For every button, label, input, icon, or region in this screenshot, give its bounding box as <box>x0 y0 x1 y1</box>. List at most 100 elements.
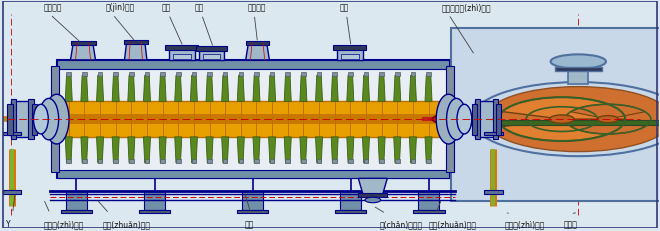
Bar <box>98 159 102 163</box>
Bar <box>145 73 149 77</box>
Polygon shape <box>284 137 291 163</box>
Ellipse shape <box>34 105 48 134</box>
Bar <box>71 41 96 46</box>
Bar <box>51 67 59 173</box>
Text: 熱介質(zhì)出口: 熱介質(zhì)出口 <box>504 219 545 228</box>
Polygon shape <box>222 76 229 102</box>
Bar <box>364 159 368 163</box>
Bar <box>317 73 321 77</box>
Bar <box>166 46 198 50</box>
Polygon shape <box>315 76 323 102</box>
Text: Y: Y <box>6 219 11 228</box>
Bar <box>426 73 431 77</box>
Bar <box>114 159 118 163</box>
Polygon shape <box>143 137 150 163</box>
Bar <box>144 191 165 210</box>
Bar <box>411 73 415 77</box>
Polygon shape <box>238 76 244 102</box>
Bar <box>114 73 118 77</box>
Polygon shape <box>65 76 73 102</box>
Bar <box>317 159 321 163</box>
Bar <box>145 159 149 163</box>
Polygon shape <box>331 137 338 163</box>
Wedge shape <box>571 105 645 120</box>
Circle shape <box>550 115 574 124</box>
Bar <box>32 104 37 135</box>
Bar <box>379 73 384 77</box>
Bar <box>242 191 263 210</box>
Polygon shape <box>253 76 260 102</box>
Polygon shape <box>81 137 88 163</box>
Bar <box>451 29 660 201</box>
Polygon shape <box>81 76 88 102</box>
Polygon shape <box>128 137 135 163</box>
Bar <box>160 73 165 77</box>
Bar <box>11 100 16 140</box>
Polygon shape <box>143 76 150 102</box>
Bar <box>238 159 243 163</box>
Bar <box>496 104 501 135</box>
Text: 產(chǎn)品出口: 產(chǎn)品出口 <box>379 219 422 228</box>
Bar <box>57 61 449 179</box>
Circle shape <box>432 116 456 124</box>
Polygon shape <box>190 76 197 102</box>
Polygon shape <box>206 76 213 102</box>
Bar <box>191 73 196 77</box>
Bar <box>160 159 165 163</box>
Bar <box>169 48 195 61</box>
Bar <box>246 41 269 46</box>
Bar <box>446 67 454 173</box>
Bar <box>60 114 446 125</box>
Ellipse shape <box>447 99 467 140</box>
Bar <box>335 210 366 213</box>
Bar <box>254 159 259 163</box>
Bar <box>199 49 224 61</box>
Bar <box>358 194 387 197</box>
Bar <box>270 73 275 77</box>
Text: 夾套熱介質(zhì)入口: 夾套熱介質(zhì)入口 <box>442 3 492 12</box>
Polygon shape <box>425 137 432 163</box>
Bar <box>348 159 352 163</box>
Polygon shape <box>96 76 104 102</box>
Wedge shape <box>502 98 625 120</box>
Polygon shape <box>71 44 96 61</box>
Bar <box>472 104 477 135</box>
Circle shape <box>438 117 451 122</box>
Bar <box>492 100 498 140</box>
Bar <box>238 73 243 77</box>
Polygon shape <box>394 76 401 102</box>
Polygon shape <box>96 137 104 163</box>
Bar <box>173 55 191 60</box>
Polygon shape <box>125 44 147 61</box>
Bar <box>207 159 212 163</box>
Text: 廢氣入口: 廢氣入口 <box>44 3 62 12</box>
Text: 廢氣出口: 廢氣出口 <box>248 3 266 12</box>
Bar <box>337 48 363 61</box>
Bar <box>124 41 148 45</box>
Bar <box>195 47 227 52</box>
Bar <box>82 73 86 77</box>
Bar <box>98 73 102 77</box>
Wedge shape <box>571 120 645 134</box>
Bar <box>176 73 181 77</box>
Bar <box>129 73 133 77</box>
Bar <box>223 159 228 163</box>
Bar <box>57 61 449 179</box>
Bar <box>364 73 368 77</box>
Text: 熱軸: 熱軸 <box>244 219 253 228</box>
Bar <box>223 73 228 77</box>
Polygon shape <box>190 137 197 163</box>
Bar <box>7 104 13 135</box>
Bar <box>475 102 494 137</box>
Polygon shape <box>346 76 354 102</box>
Polygon shape <box>128 76 135 102</box>
Bar <box>484 190 502 194</box>
Text: 熱介質(zhì)入口: 熱介質(zhì)入口 <box>44 219 84 228</box>
Bar <box>139 210 170 213</box>
Bar <box>82 159 86 163</box>
Bar <box>11 102 30 137</box>
Polygon shape <box>175 76 182 102</box>
Bar <box>67 159 71 163</box>
Polygon shape <box>206 137 213 163</box>
Bar <box>568 64 588 85</box>
